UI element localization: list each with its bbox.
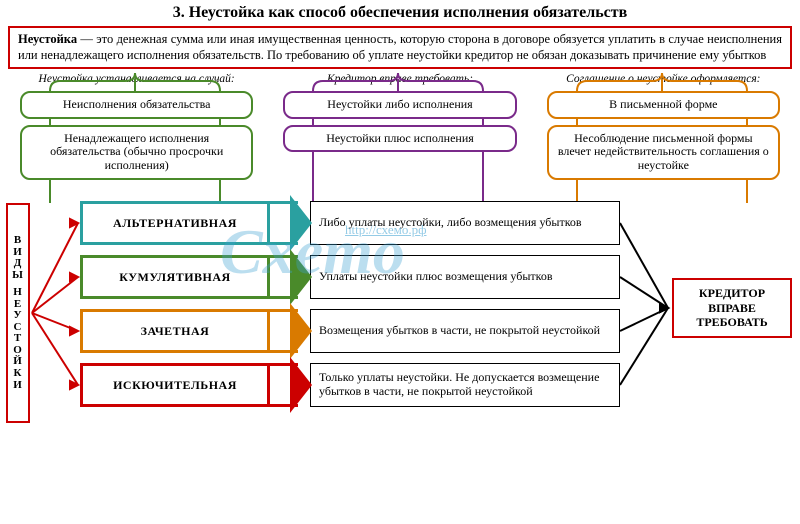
column-box: Ненадлежащего исполнения обязательства (… xyxy=(20,125,253,180)
type-row: ЗАЧЕТНАЯ Возмещения убытков в части, не п… xyxy=(80,309,620,353)
type-desc-box: Либо уплаты неустойки, либо воз­мещения … xyxy=(310,201,620,245)
type-name-box: АЛЬТЕРНАТИВНАЯ xyxy=(80,201,270,245)
column-box: Несоблюдение письменной формы влечет нед… xyxy=(547,125,780,180)
definition-box: Неустойка — это денежная сумма или иная … xyxy=(8,26,792,69)
type-row: КУМУЛЯТИВНАЯ Уплаты неустойки плюс возмещ… xyxy=(80,255,620,299)
top-columns: Неустойка устанавлива­ется на случай: Неи… xyxy=(0,73,800,183)
column-label: Неустойка устанавлива­ется на случай: xyxy=(33,73,241,86)
type-desc-box: Уплаты неустойки плюс возмеще­ния убытко… xyxy=(310,255,620,299)
type-rows: АЛЬТЕРНАТИВНАЯ Либо уплаты неустойки, либ… xyxy=(80,201,620,417)
type-row: АЛЬТЕРНАТИВНАЯ Либо уплаты неустойки, либ… xyxy=(80,201,620,245)
column-box: Неустойки либо исполнения xyxy=(283,91,516,119)
column-box: В письменной форме xyxy=(547,91,780,119)
column-label: Кредитор вправе требовать: xyxy=(321,73,479,86)
definition-term: Неустойка xyxy=(18,32,77,46)
top-column-2: Соглашение о неустойке оформляется: В пис… xyxy=(537,73,790,183)
column-box: Неустойки плюс исполнения xyxy=(283,125,516,153)
type-arrow-icon xyxy=(270,255,310,299)
type-arrow-icon xyxy=(270,309,310,353)
top-column-0: Неустойка устанавлива­ется на случай: Неи… xyxy=(10,73,263,183)
column-label: Соглашение о неустойке оформляется: xyxy=(560,73,766,86)
type-arrow-icon xyxy=(270,201,310,245)
lower-section: ВИДЫ НЕУСТОЙКИ АЛЬТЕРНАТИВНАЯ Либо уплаты… xyxy=(0,193,800,433)
top-column-1: Кредитор вправе требовать: Неустойки либо… xyxy=(273,73,526,183)
type-desc-box: Возмещения убытков в части, не покрытой … xyxy=(310,309,620,353)
side-label-types: ВИДЫ НЕУСТОЙКИ xyxy=(6,203,30,423)
type-row: ИСКЮЧИТЕЛЬНАЯ Только уплаты неустойки. Не… xyxy=(80,363,620,407)
definition-text: — это денежная сумма или иная имуществен… xyxy=(18,32,782,62)
type-name-box: ЗАЧЕТНАЯ xyxy=(80,309,270,353)
type-name-box: КУМУЛЯТИВНАЯ xyxy=(80,255,270,299)
type-desc-box: Только уплаты неустойки. Не до­пускается… xyxy=(310,363,620,407)
right-label-creditor: КРЕДИТОР ВПРАВЕ ТРЕБОВАТЬ xyxy=(672,278,792,338)
page-title: 3. Неустойка как способ обеспечения испо… xyxy=(0,0,800,24)
column-box: Неисполнения обязательства xyxy=(20,91,253,119)
type-name-box: ИСКЮЧИТЕЛЬНАЯ xyxy=(80,363,270,407)
type-arrow-icon xyxy=(270,363,310,407)
